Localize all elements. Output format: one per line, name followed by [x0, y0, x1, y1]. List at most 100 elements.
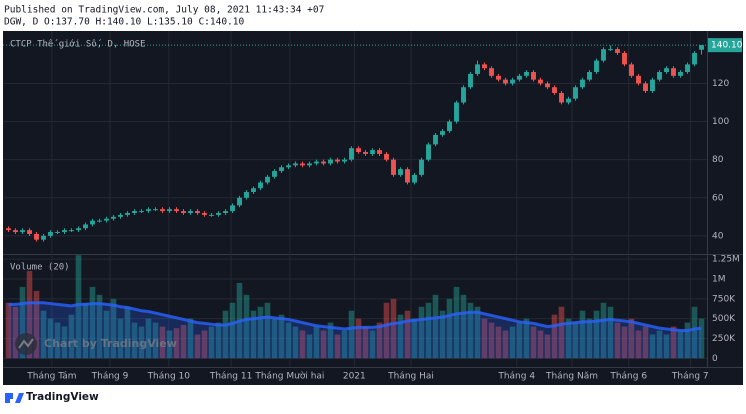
volume-bar — [341, 330, 348, 359]
volume-bar — [586, 318, 593, 359]
candle-body — [272, 171, 277, 177]
volume-bar — [614, 322, 621, 359]
candle-body — [657, 72, 662, 80]
candle-body — [160, 209, 165, 212]
volume-bar — [621, 326, 628, 359]
x-tick-label: Tháng Năm — [545, 372, 598, 382]
candle-body — [636, 75, 641, 84]
volume-label: Volume (20) — [10, 263, 70, 273]
volume-bar — [642, 326, 649, 359]
volume-bar — [523, 318, 530, 359]
candle-body — [601, 49, 606, 61]
candle-body — [244, 192, 249, 198]
logo-text: TradingView — [26, 391, 99, 403]
volume-bar — [82, 302, 89, 359]
candle-body — [174, 209, 179, 212]
volume-bar — [110, 298, 117, 359]
candle-body — [342, 159, 347, 162]
volume-bar — [418, 306, 425, 359]
volume-bar — [96, 294, 103, 359]
candle-body — [195, 211, 200, 213]
volume-bar — [383, 302, 390, 359]
candle-body — [335, 159, 340, 162]
volume-bar — [138, 326, 145, 359]
candle-body — [538, 79, 543, 84]
candle-body — [419, 159, 424, 175]
volume-bar — [229, 302, 236, 359]
y-tick-label: 100 — [712, 117, 729, 127]
candle-body — [552, 87, 557, 93]
volume-bar — [187, 318, 194, 359]
volume-bar — [488, 322, 495, 359]
grid — [3, 31, 707, 367]
candle-body — [426, 144, 431, 160]
y-tick-label: 40 — [712, 231, 724, 241]
candle-body — [545, 83, 550, 88]
volume-bar — [103, 310, 110, 359]
volume-bar — [285, 322, 292, 359]
volume-bar — [131, 322, 138, 359]
candle-body — [34, 233, 39, 240]
watermark: Chart by TradingView — [15, 333, 177, 355]
candle-body — [510, 79, 515, 84]
last-price-tag — [708, 38, 742, 53]
candle-body — [489, 68, 494, 76]
volume-bar — [26, 271, 33, 359]
candle-body — [475, 64, 480, 74]
candle-body — [671, 68, 676, 76]
volume-bar — [558, 306, 565, 359]
candle-body — [76, 228, 81, 231]
volume-bar — [656, 330, 663, 359]
candle-body — [699, 45, 704, 50]
volume-bar — [250, 310, 257, 359]
candle-body — [573, 87, 578, 99]
candle-body — [468, 73, 473, 88]
volume-bar — [509, 326, 516, 359]
volume-bar — [635, 330, 642, 359]
candle-body — [496, 75, 501, 80]
candle-body — [153, 209, 158, 211]
volume-bar — [222, 310, 229, 359]
y-tick-label: 120 — [712, 79, 729, 89]
volume-bar — [306, 334, 313, 359]
candle-body — [90, 220, 95, 225]
candle-body — [146, 209, 151, 212]
x-tick-label: Tháng 10 — [147, 372, 191, 382]
candle-body — [524, 72, 529, 76]
volume-bar — [551, 314, 558, 359]
volume-bar — [698, 318, 705, 359]
volume-bar — [593, 310, 600, 359]
candle-body — [622, 52, 627, 65]
candle-body — [279, 167, 284, 172]
volume-bar — [446, 298, 453, 359]
candle-body — [454, 102, 459, 122]
volume-bar — [5, 302, 12, 359]
candle-body — [62, 230, 67, 233]
candle-body — [384, 153, 389, 160]
volume-bar — [152, 322, 159, 359]
candle-body — [48, 232, 53, 236]
volume-bar — [684, 322, 691, 359]
watermark-text: Chart by TradingView — [44, 337, 177, 350]
candle-body — [181, 211, 186, 213]
x-tick-label: Tháng Hai — [387, 372, 434, 382]
x-tick-label: Tháng 7 — [671, 372, 709, 382]
candle-body — [118, 214, 123, 217]
candle-body — [391, 159, 396, 175]
candle-body — [664, 68, 669, 73]
volume-bar — [572, 322, 579, 359]
candle-body — [230, 205, 235, 212]
candle-body — [503, 79, 508, 84]
footer-logo[interactable]: TradingView — [5, 391, 99, 403]
candle-body — [13, 230, 18, 233]
y-tick-label: 80 — [712, 155, 724, 165]
candle-body — [69, 230, 74, 232]
candle-body — [615, 49, 620, 53]
candle-body — [55, 232, 60, 234]
x-tick-label: Tháng 11 — [209, 372, 252, 382]
volume-bar — [47, 318, 54, 359]
candle-body — [202, 212, 207, 215]
logo-icon — [5, 393, 24, 403]
volume-bar — [264, 302, 271, 359]
